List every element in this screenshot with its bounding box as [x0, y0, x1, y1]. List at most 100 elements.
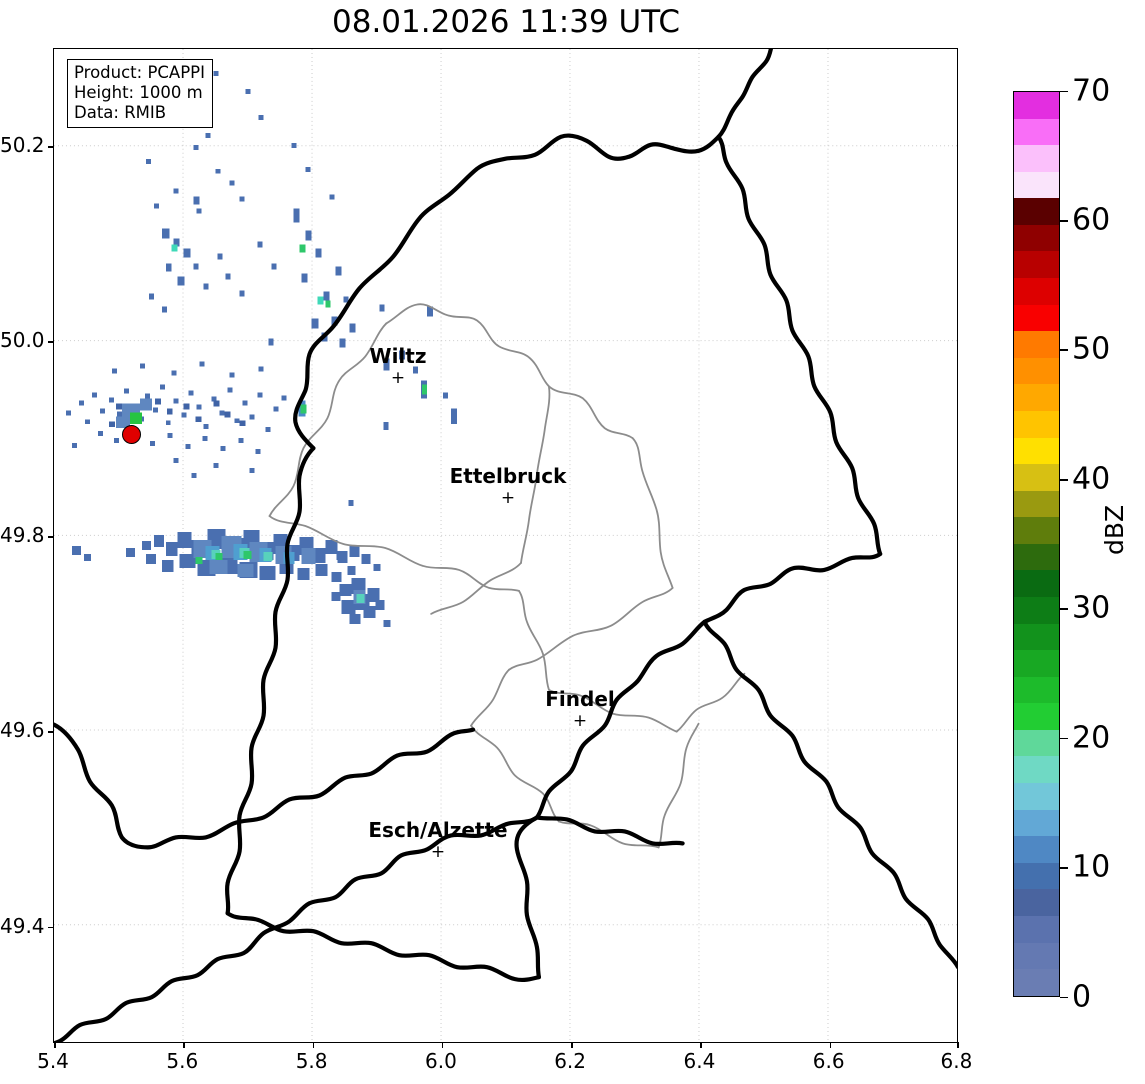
colorbar-axis-label: dBZ — [1100, 504, 1129, 555]
x-tick-label: 5.6 — [166, 1049, 199, 1073]
colorbar-ticks: 0 10 20 30 40 50 60 70 — [1060, 0, 1145, 1084]
colorbar-tick-label: 70 — [1072, 73, 1111, 109]
colorbar-band — [1014, 969, 1059, 996]
city-marker-cross: + — [390, 368, 406, 388]
colorbar-band — [1014, 596, 1059, 624]
colorbar-band — [1014, 357, 1059, 385]
info-box: Product: PCAPPI Height: 1000 m Data: RMI… — [67, 59, 213, 129]
info-data: Data: RMIB — [74, 103, 167, 123]
city-label-ettelbruck: Ettelbruck + — [449, 464, 567, 508]
y-tick-label: 49.4 — [0, 913, 45, 938]
colorbar-band — [1014, 703, 1059, 730]
colorbar-band — [1014, 676, 1059, 704]
x-tick-label: 6.2 — [554, 1049, 586, 1073]
country-border-luxembourg — [54, 49, 957, 1042]
city-name: Wiltz — [369, 344, 427, 368]
colorbar-band — [1014, 756, 1059, 784]
colorbar-tick — [1060, 220, 1068, 222]
grid-lines — [54, 49, 957, 1042]
colorbar-tick-label: 40 — [1072, 461, 1111, 497]
y-tick-label: 50.0 — [0, 328, 45, 353]
x-tick — [183, 1042, 185, 1048]
y-tick — [48, 341, 54, 343]
colorbar-tick-label: 20 — [1072, 720, 1111, 756]
colorbar-band — [1014, 783, 1059, 810]
colorbar-band — [1014, 437, 1059, 465]
x-tick-label: 6.6 — [812, 1049, 845, 1073]
x-tick-label: 6.8 — [940, 1049, 973, 1073]
colorbar-band — [1014, 92, 1059, 119]
colorbar-tick-label: 60 — [1072, 202, 1111, 238]
x-tick — [441, 1042, 444, 1048]
colorbar-band — [1014, 490, 1059, 518]
city-label-esch-alzette: Esch/Alzette + — [368, 818, 508, 861]
colorbar-band — [1014, 278, 1059, 305]
y-tick — [48, 731, 54, 733]
colorbar-band — [1014, 251, 1059, 279]
x-tick — [829, 1042, 832, 1048]
x-tick-label: 6.4 — [683, 1049, 716, 1073]
map-plot-area[interactable]: Product: PCAPPI Height: 1000 m Data: RMI… — [48, 48, 959, 1048]
colorbar-band — [1014, 464, 1059, 491]
colorbar-band — [1014, 145, 1059, 172]
colorbar-band — [1014, 198, 1059, 225]
info-product: Product: PCAPPI — [74, 63, 205, 82]
colorbar-band — [1014, 304, 1059, 332]
colorbar-tick — [1060, 608, 1068, 611]
colorbar-band — [1014, 862, 1059, 890]
city-label-findel: Findel + — [545, 687, 615, 731]
colorbar-band — [1014, 570, 1059, 597]
colorbar-tick — [1060, 90, 1068, 93]
colorbar[interactable] — [1013, 91, 1060, 997]
x-tick — [312, 1042, 315, 1048]
colorbar-band — [1014, 836, 1059, 863]
colorbar-tick — [1060, 478, 1068, 481]
colorbar-tick-label: 0 — [1072, 979, 1092, 1014]
city-name: Ettelbruck — [449, 464, 567, 488]
colorbar-band — [1014, 118, 1059, 146]
x-tick-label: 5.4 — [37, 1049, 69, 1073]
colorbar-band — [1014, 729, 1059, 757]
x-tick — [571, 1042, 573, 1048]
colorbar-band — [1014, 410, 1059, 438]
colorbar-tick — [1060, 996, 1068, 999]
city-marker-cross: + — [572, 711, 588, 731]
colorbar-band — [1014, 384, 1059, 411]
colorbar-band — [1014, 915, 1059, 943]
y-tick — [48, 926, 54, 929]
colorbar-band — [1014, 517, 1059, 544]
colorbar-tick-label: 10 — [1072, 849, 1111, 885]
colorbar-tick-label: 30 — [1072, 590, 1111, 626]
colorbar-band — [1014, 809, 1059, 837]
colorbar-band — [1014, 942, 1059, 970]
colorbar-band — [1014, 171, 1059, 199]
y-tick-label: 50.2 — [0, 133, 45, 157]
x-tick-label: 5.8 — [295, 1049, 328, 1073]
y-tick-label: 49.8 — [0, 523, 45, 548]
colorbar-band — [1014, 331, 1059, 358]
city-name: Findel — [545, 687, 615, 711]
y-tick — [48, 146, 54, 148]
map-svg — [54, 49, 957, 1042]
colorbar-band — [1014, 650, 1059, 677]
map-canvas — [54, 49, 957, 1042]
city-name: Esch/Alzette — [368, 818, 508, 842]
colorbar-tick — [1060, 349, 1068, 352]
x-tick — [700, 1042, 702, 1048]
regional-border-west — [54, 722, 476, 850]
y-tick-label: 49.6 — [0, 718, 45, 743]
page-title: 08.01.2026 11:39 UTC — [332, 4, 680, 40]
x-tick-label: 6.0 — [424, 1049, 457, 1073]
colorbar-band — [1014, 543, 1059, 571]
radar-station-marker[interactable] — [122, 425, 141, 444]
colorbar-band — [1014, 623, 1059, 651]
info-height: Height: 1000 m — [74, 83, 203, 103]
colorbar-band — [1014, 889, 1059, 916]
x-tick — [957, 1042, 959, 1048]
city-marker-cross: + — [500, 488, 516, 508]
colorbar-tick — [1060, 867, 1068, 869]
city-label-wiltz: Wiltz + — [369, 344, 427, 388]
colorbar-band — [1014, 224, 1059, 252]
canton-borders — [268, 303, 746, 849]
